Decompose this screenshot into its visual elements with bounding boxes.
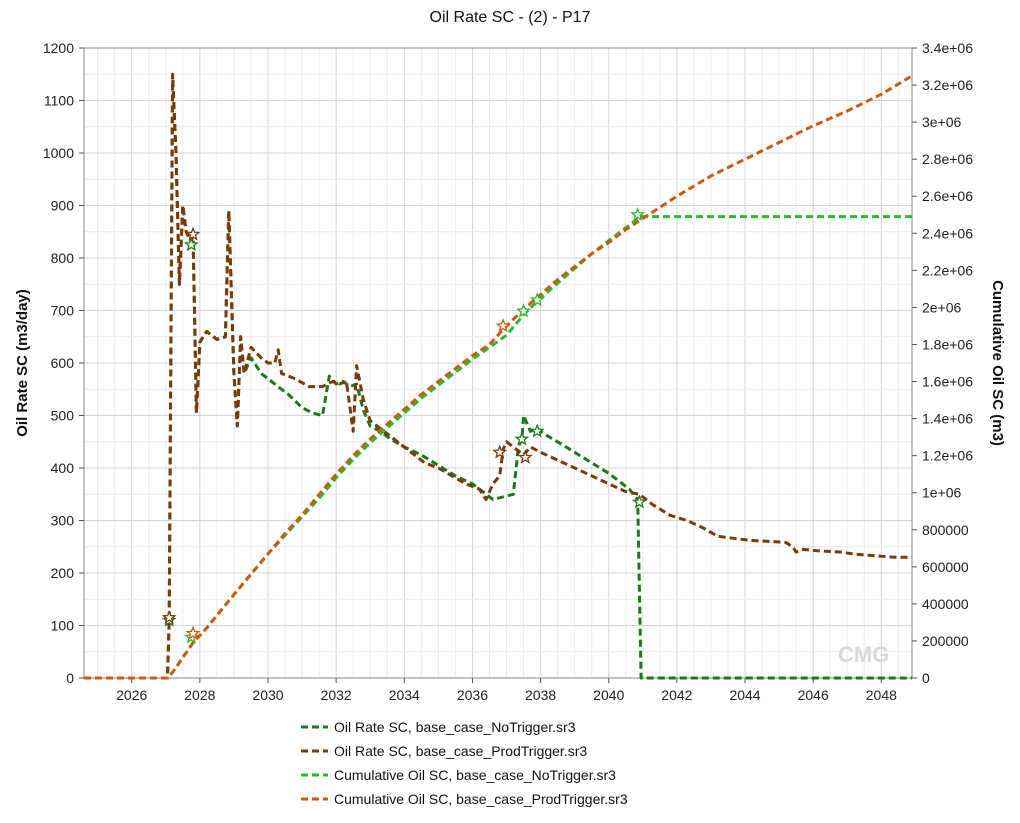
y2-tick-label: 2.6e+06 [922,188,973,204]
y-tick-label: 300 [51,513,75,529]
x-tick-label: 2038 [525,687,556,703]
y2-tick-label: 3.2e+06 [922,77,973,93]
y2-tick-label: 2.2e+06 [922,262,973,278]
grid-layer [84,47,912,679]
y2-tick-label: 0 [922,670,930,686]
y2-tick-label: 1.6e+06 [922,374,973,390]
y-tick-label: 200 [51,565,75,581]
y2-tick-label: 1.8e+06 [922,336,973,352]
x-tick-label: 2040 [593,687,624,703]
x-tick-label: 2028 [184,687,215,703]
y-tick-label: 100 [51,618,75,634]
cmg-watermark: CMG [838,642,889,667]
star-marker [529,423,545,438]
y-tick-label: 1200 [43,40,74,56]
y2-tick-label: 200000 [922,633,969,649]
star-marker [495,318,511,333]
star-marker [630,206,646,222]
legend-label: Cumulative Oil SC, base_case_ProdTrigger… [334,791,628,807]
y-tick-label: 0 [66,670,74,686]
y-tick-label: 500 [51,408,75,424]
legend-label: Oil Rate SC, base_case_NoTrigger.sr3 [334,719,576,735]
y2-tick-label: 2.8e+06 [922,151,973,167]
x-tick-label: 2046 [798,687,829,703]
star-marker [529,292,545,307]
y2-tick-label: 400000 [922,596,969,612]
marker-layer [161,206,647,644]
star-marker [516,303,532,318]
y-axis-title: Oil Rate SC (m3/day) [14,289,31,437]
star-marker [632,494,647,509]
y-tick-label: 1000 [43,145,74,161]
y2-tick-label: 3e+06 [922,114,962,130]
y-tick-label: 700 [51,303,75,319]
x-tick-label: 2032 [321,687,352,703]
y2-axis-title: Cumulative Oil SC (m3) [989,280,1006,446]
y-tick-label: 400 [51,460,75,476]
x-tick-label: 2030 [252,687,283,703]
y2-tick-label: 2.4e+06 [922,225,973,241]
y2-tick-label: 1e+06 [922,485,962,501]
star-marker [185,625,201,640]
star-marker [517,449,533,464]
series-line-0 [84,72,912,680]
y2-tick-label: 2e+06 [922,299,962,315]
y-tick-label: 600 [51,355,75,371]
x-tick-label: 2042 [661,687,692,703]
series-layer [84,72,913,680]
star-marker [492,444,508,459]
legend-label: Cumulative Oil SC, base_case_NoTrigger.s… [334,767,616,783]
series-line-3 [84,74,913,680]
y2-tick-label: 3.4e+06 [922,40,973,56]
x-tick-label: 2034 [389,687,420,703]
x-tick-label: 2044 [729,687,760,703]
chart-title: Oil Rate SC - (2) - P17 [430,9,591,26]
y2-tick-label: 1.4e+06 [922,411,973,427]
y2-tick-label: 1.2e+06 [922,448,973,464]
star-marker [514,431,530,446]
star-marker [185,226,201,241]
y-tick-label: 900 [51,198,75,214]
series-line-1 [84,72,912,680]
legend-label: Oil Rate SC, base_case_ProdTrigger.sr3 [334,743,587,759]
y2-tick-label: 600000 [922,559,969,575]
y-tick-label: 800 [51,250,75,266]
x-tick-label: 2026 [116,687,147,703]
x-tick-label: 2048 [866,687,897,703]
star-marker [183,237,199,252]
series-line-2 [84,215,912,680]
y-tick-label: 1100 [44,93,74,109]
x-tick-label: 2036 [457,687,488,703]
y2-tick-label: 800000 [922,522,969,538]
star-marker [161,609,177,624]
tick-labels: 2026 2028 2030 2032 2034 2036 2038 2040 2042 2044… [43,40,973,703]
legend: Oil Rate SC, base_case_NoTrigger.sr3 Oil … [301,719,628,807]
